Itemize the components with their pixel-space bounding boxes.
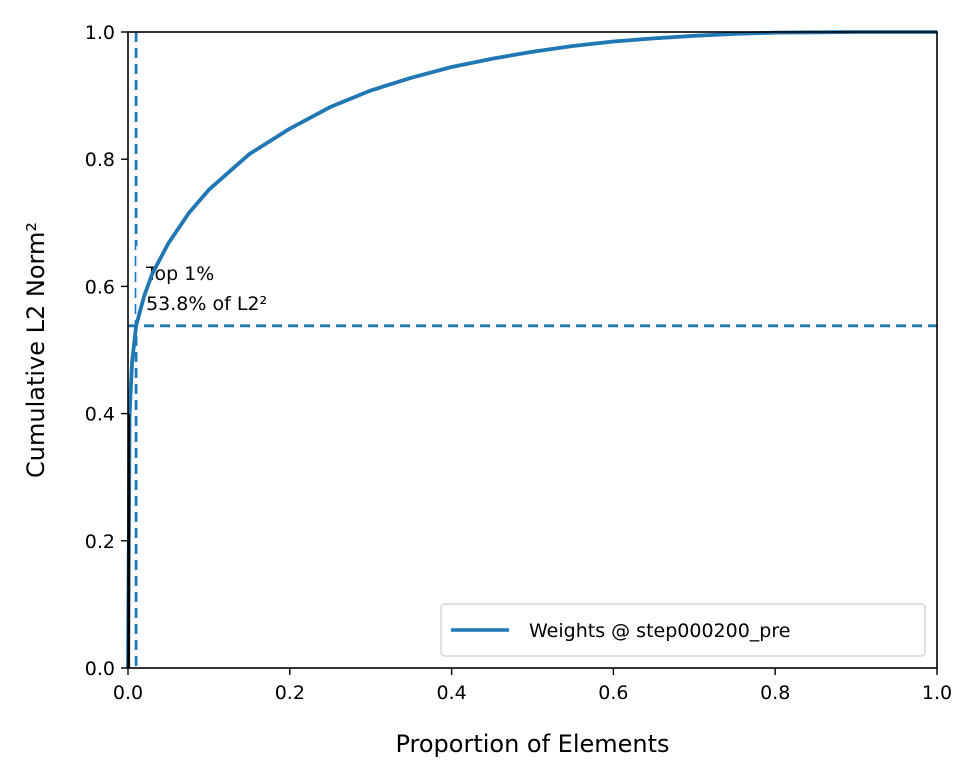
reference-lines — [128, 32, 937, 668]
y-tick-label: 0.8 — [85, 149, 115, 171]
y-tick-label: 0.0 — [85, 658, 115, 680]
y-tick-label: 0.4 — [85, 404, 115, 426]
x-tick-label: 0.2 — [275, 682, 305, 704]
annotation-line-2: 53.8% of L2² — [146, 293, 267, 315]
y-tick-label: 1.0 — [85, 22, 115, 44]
annotation-line-1: Top 1% — [145, 263, 214, 285]
y-tick-label: 0.6 — [85, 276, 115, 298]
x-tick-label: 0.0 — [113, 682, 143, 704]
x-axis-ticks: 0.0 0.2 0.4 0.6 0.8 1.0 — [113, 668, 952, 704]
x-tick-label: 0.6 — [598, 682, 628, 704]
y-tick-label: 0.2 — [85, 531, 115, 553]
series-group — [126, 30, 937, 669]
annotation-group: Top 1% 53.8% of L2² — [136, 245, 333, 324]
y-axis-ticks: 0.0 0.2 0.4 0.6 0.8 1.0 — [85, 22, 128, 680]
x-tick-label: 1.0 — [922, 682, 952, 704]
y-axis-title: Cumulative L2 Norm² — [22, 222, 50, 478]
plot-frame — [127, 31, 938, 669]
x-tick-label: 0.4 — [436, 682, 466, 704]
legend-box — [440, 603, 926, 657]
legend: Weights @ step000200_pre — [440, 603, 926, 657]
annotation-box — [136, 245, 333, 324]
x-tick-label: 0.8 — [760, 682, 790, 704]
x-axis-title: Proportion of Elements — [395, 730, 669, 758]
legend-label: Weights @ step000200_pre — [529, 620, 790, 642]
series-line-0 — [126, 30, 937, 669]
